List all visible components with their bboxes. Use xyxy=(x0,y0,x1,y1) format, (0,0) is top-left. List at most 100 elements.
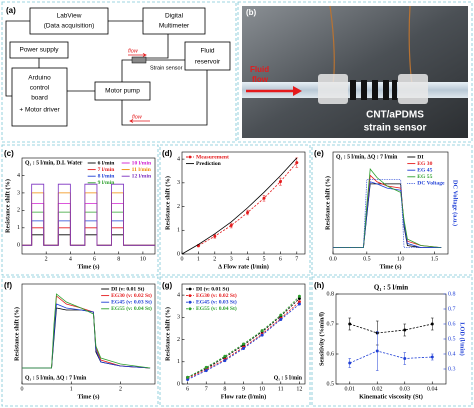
x-tick-label: 2 xyxy=(213,256,216,262)
photo-background xyxy=(242,6,468,138)
y-axis-label: Resistance shift (%) xyxy=(4,179,11,233)
node-label: (Data acquisition) xyxy=(44,23,95,30)
data-point xyxy=(297,300,301,304)
legend-label: DI xyxy=(417,154,423,160)
clamp xyxy=(398,74,428,104)
x-tick-label: 1.5 xyxy=(431,256,439,262)
node-label: board xyxy=(31,95,48,102)
y2-tick-label: 0.7 xyxy=(448,306,456,312)
legend: DI (ν: 0.01 St)EG30 (ν: 0.02 St)EG45 (ν:… xyxy=(186,285,237,312)
panel-label: (c) xyxy=(4,149,14,158)
data-point xyxy=(403,328,407,332)
node-box xyxy=(184,41,231,71)
data-point xyxy=(375,349,379,353)
x-tick-label: 0.04 xyxy=(427,386,438,392)
panel-label: (b) xyxy=(246,8,257,17)
flow-label: flow xyxy=(132,114,143,120)
panel-label: (g) xyxy=(162,281,173,290)
y2-tick-label: 0.4 xyxy=(448,351,456,357)
band xyxy=(350,80,356,100)
y-tick-label: 1 xyxy=(177,359,180,365)
legend-label: EG45 (ν: 0.03 St) xyxy=(111,298,152,305)
legend-label: DI (ν: 0.01 St) xyxy=(196,285,229,292)
series-line xyxy=(22,183,155,246)
x-tick-label: 11 xyxy=(278,386,284,392)
clamp xyxy=(318,74,348,104)
legend-label: EG45 (ν: 0.03 St) xyxy=(196,298,237,305)
annotation: Q₁ : 5 l/min, ΔQ : 7 l/min xyxy=(336,154,398,160)
legend-label: 10 l/min xyxy=(132,160,152,166)
x-tick-label: 10 xyxy=(140,256,146,262)
x-tick-label: 1 xyxy=(70,386,73,392)
panel-frame xyxy=(237,1,473,143)
plot-frame xyxy=(335,293,447,385)
node-box xyxy=(9,41,69,59)
legend-label: EG55 (ν: 0.04 St) xyxy=(196,305,237,312)
strain-sensor xyxy=(131,56,147,64)
panel-frame xyxy=(159,144,311,276)
plot-frame xyxy=(21,157,156,255)
x-axis-label: Time (s) xyxy=(77,393,99,400)
panel-label: (e) xyxy=(314,149,324,158)
legend: DI (ν: 0.01 St)EG30 (ν: 0.02 St)EG45 (ν:… xyxy=(101,285,152,312)
y-tick-label: 0 xyxy=(177,381,180,387)
band xyxy=(372,80,378,100)
data-point xyxy=(279,318,283,322)
x-axis-label: Kinematic viscosity (St) xyxy=(359,393,423,400)
node-label: LabView xyxy=(57,13,82,20)
x-tick-label: 0 xyxy=(181,256,184,262)
band xyxy=(383,80,389,100)
x-tick-label: 6 xyxy=(186,386,189,392)
legend-label: 7 l/min xyxy=(98,167,116,173)
plot-frame xyxy=(332,151,449,255)
y-tick-label: 2 xyxy=(17,208,20,214)
y-tick-label: 3 xyxy=(17,190,20,196)
x-tick-label: 7 xyxy=(205,386,208,392)
y-tick-label: 0.5 xyxy=(327,381,335,387)
setup-diagram: LabView (Data acquisition) Digital Multi… xyxy=(5,7,231,127)
x-tick-label: 0.0 xyxy=(329,256,337,262)
x-tick-label: 6 xyxy=(93,256,96,262)
node-label: Motor pump xyxy=(105,88,140,95)
photo-label: Fluid xyxy=(250,65,269,74)
data-point xyxy=(278,180,282,184)
y2-tick-label: 0.8 xyxy=(448,291,456,297)
panel-frame xyxy=(311,144,473,276)
series-line xyxy=(349,323,433,334)
series-line xyxy=(333,167,442,249)
data-point xyxy=(186,375,190,379)
x-tick-label: 1 xyxy=(197,256,200,262)
legend-label: Prediction xyxy=(196,161,222,167)
y-axis-label: Resistance shift (%) xyxy=(324,176,331,230)
data-point xyxy=(260,333,264,337)
sensor-bands xyxy=(350,80,397,100)
panel-frame xyxy=(1,144,159,276)
legend-label: EG 30 xyxy=(417,161,432,167)
x-tick-label: 7 xyxy=(295,256,298,262)
photo-label: strain sensor xyxy=(364,123,427,134)
panel-label: (f) xyxy=(4,281,12,290)
flow-arrow xyxy=(129,119,150,123)
x-tick-label: 0.01 xyxy=(345,386,356,392)
y-tick-label: 3 xyxy=(177,315,180,321)
legend-symbol xyxy=(188,294,192,297)
data-point xyxy=(297,294,301,298)
y2-tick-label: 0.6 xyxy=(448,321,456,327)
sensor-label: Strain sensor xyxy=(150,65,183,71)
connector xyxy=(5,20,30,97)
data-point xyxy=(260,329,264,333)
photo-label: CNT/aPDMS xyxy=(366,110,424,121)
data-point xyxy=(403,357,407,360)
data-point xyxy=(430,355,434,359)
legend-label: Measurement xyxy=(196,154,229,160)
annotation: Q₁ : 5 l/min, D.I. Water xyxy=(25,160,83,166)
flow-arrow xyxy=(128,53,147,57)
data-point xyxy=(279,313,283,317)
legend-symbol xyxy=(188,287,192,291)
x-tick-label: 5 xyxy=(263,256,266,262)
x-tick-label: 2 xyxy=(45,256,48,262)
sensor-photo: Fluid flow CNT/aPDMS strain sensor xyxy=(242,5,468,138)
x-tick-label: 3 xyxy=(230,256,233,262)
x-tick-label: 4 xyxy=(246,256,249,262)
